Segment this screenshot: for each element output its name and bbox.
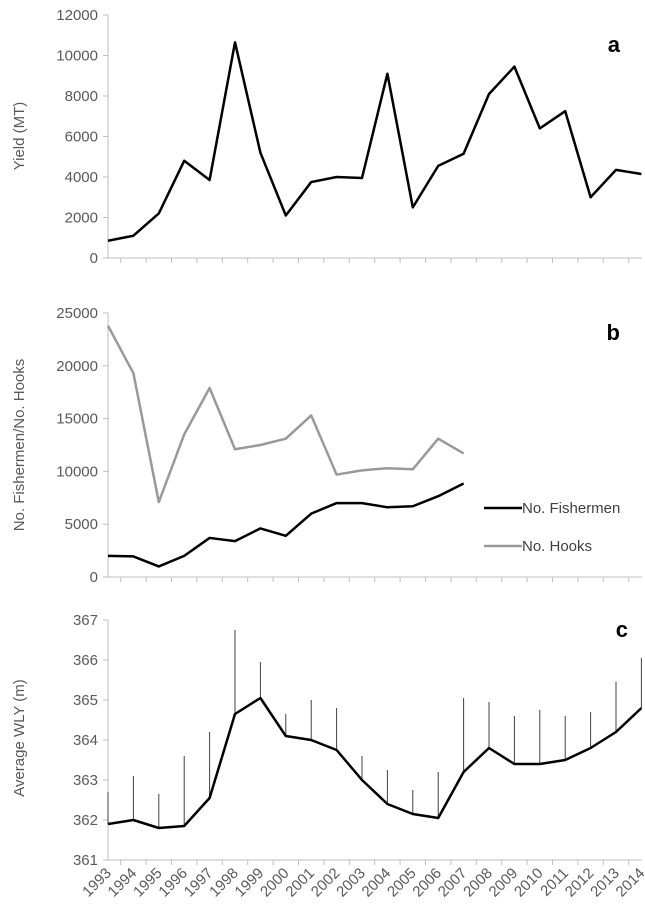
panel-a-y-tick-label: 10000: [56, 48, 98, 65]
panel-c-ylabel: Average WLY (m): [11, 679, 28, 797]
fishermen-series-line: [107, 482, 465, 568]
panel-c-y-tick-label: 361: [73, 852, 98, 869]
panel-a-letter: a: [608, 32, 621, 57]
panel-a-yield-chart: Yield (MT) a 0 2000 4000 6000 8000 10000 12000: [11, 7, 642, 267]
panel-a-ylabel: Yield (MT): [11, 102, 28, 171]
panel-b-y-tick-label: 5000: [65, 516, 98, 533]
hooks-series-line: [106, 325, 465, 504]
panel-b-legend: No. Fishermen No. Hooks: [484, 500, 620, 555]
panel-b-y-tick-label: 25000: [56, 305, 98, 322]
panel-b-letter: b: [607, 320, 620, 345]
panel-c-y-tick-label: 367: [73, 612, 98, 629]
panel-c-letter: c: [616, 617, 628, 642]
legend-fishermen-label: No. Fishermen: [522, 500, 620, 517]
wly-series-line: [107, 696, 643, 830]
panel-a-y-tick-label: 0: [90, 250, 98, 267]
legend-hooks-label: No. Hooks: [522, 538, 592, 555]
panel-c-y-tick-label: 364: [73, 732, 98, 749]
yield-series-line: [107, 41, 642, 243]
panel-a-y-tick-label: 12000: [56, 7, 98, 24]
panel-b-fishermen-hooks-chart: No. Fishermen/No. Hooks b 0 5000 10000 1500…: [11, 305, 642, 586]
panel-c-y-tick-label: 366: [73, 652, 98, 669]
panel-b-y-tick-label: 15000: [56, 411, 98, 428]
panel-b-y-tick-label: 10000: [56, 463, 98, 480]
x-tick-label: 2014: [613, 865, 645, 901]
panel-a-y-tick-label: 4000: [65, 169, 98, 186]
panel-a-y-tick-label: 6000: [65, 129, 98, 146]
panel-c-y-tick-label: 365: [73, 692, 98, 709]
panel-a-y-tick-label: 2000: [65, 210, 98, 227]
panel-b-y-tick-label: 20000: [56, 358, 98, 375]
panel-c-y-tick-label: 362: [73, 812, 98, 829]
panel-c-y-tick-label: 363: [73, 772, 98, 789]
panel-c-wly-chart: Average WLY (m) c 361362363364365366367 …: [11, 612, 645, 900]
panel-a-y-tick-label: 8000: [65, 88, 98, 105]
panel-b-y-tick-label: 0: [90, 569, 98, 586]
panel-b-ylabel: No. Fishermen/No. Hooks: [11, 359, 28, 532]
